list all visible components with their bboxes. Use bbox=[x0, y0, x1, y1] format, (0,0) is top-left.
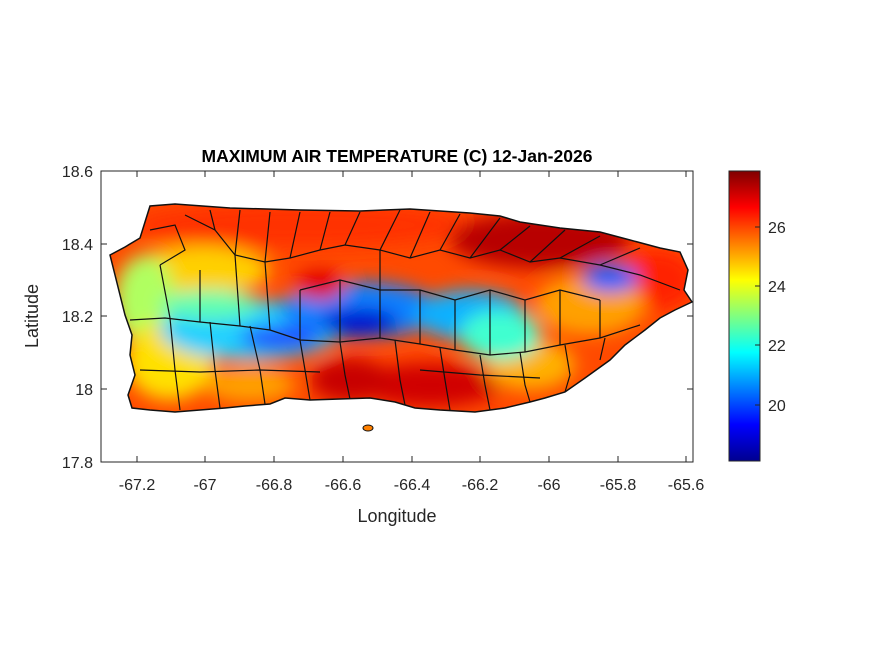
x-tick-label: -67 bbox=[193, 477, 216, 494]
colorbar-tick-label: 22 bbox=[768, 338, 786, 355]
x-tick-label: -67.2 bbox=[119, 477, 156, 494]
colorbar-tick-label: 20 bbox=[768, 398, 786, 415]
chart-title: MAXIMUM AIR TEMPERATURE (C) 12-Jan-2026 bbox=[202, 146, 593, 166]
small-islet bbox=[362, 424, 374, 432]
x-tick-label: -66.2 bbox=[462, 477, 499, 494]
colorbar-tick-label: 24 bbox=[768, 279, 786, 296]
y-tick-label: 18.4 bbox=[62, 237, 93, 254]
x-tick-label: -66.8 bbox=[256, 477, 293, 494]
y-tick-label: 18.2 bbox=[62, 309, 93, 326]
x-tick-label: -66 bbox=[537, 477, 560, 494]
x-tick-label: -66.6 bbox=[325, 477, 362, 494]
y-tick-labels: 18.6 18.4 18.2 18 17.8 bbox=[62, 164, 93, 472]
x-tick-label: -65.8 bbox=[600, 477, 637, 494]
colorbar: 26 24 22 20 bbox=[728, 170, 786, 462]
y-axis-label: Latitude bbox=[22, 284, 42, 348]
x-tick-labels: -67.2 -67 -66.8 -66.6 -66.4 -66.2 -66 -6… bbox=[119, 477, 705, 494]
y-tick-label: 17.8 bbox=[62, 455, 93, 472]
temperature-field bbox=[110, 204, 692, 412]
tick-marks bbox=[101, 170, 693, 463]
island-outline bbox=[109, 203, 694, 413]
colorbar-tick-label: 26 bbox=[768, 220, 786, 237]
x-tick-label: -66.4 bbox=[394, 477, 431, 494]
municipal-boundaries bbox=[129, 209, 681, 411]
y-tick-label: 18 bbox=[75, 382, 93, 399]
colorbar-gradient bbox=[728, 170, 761, 462]
y-tick-label: 18.6 bbox=[62, 164, 93, 181]
x-tick-label: -65.6 bbox=[668, 477, 705, 494]
x-axis-label: Longitude bbox=[357, 506, 436, 526]
